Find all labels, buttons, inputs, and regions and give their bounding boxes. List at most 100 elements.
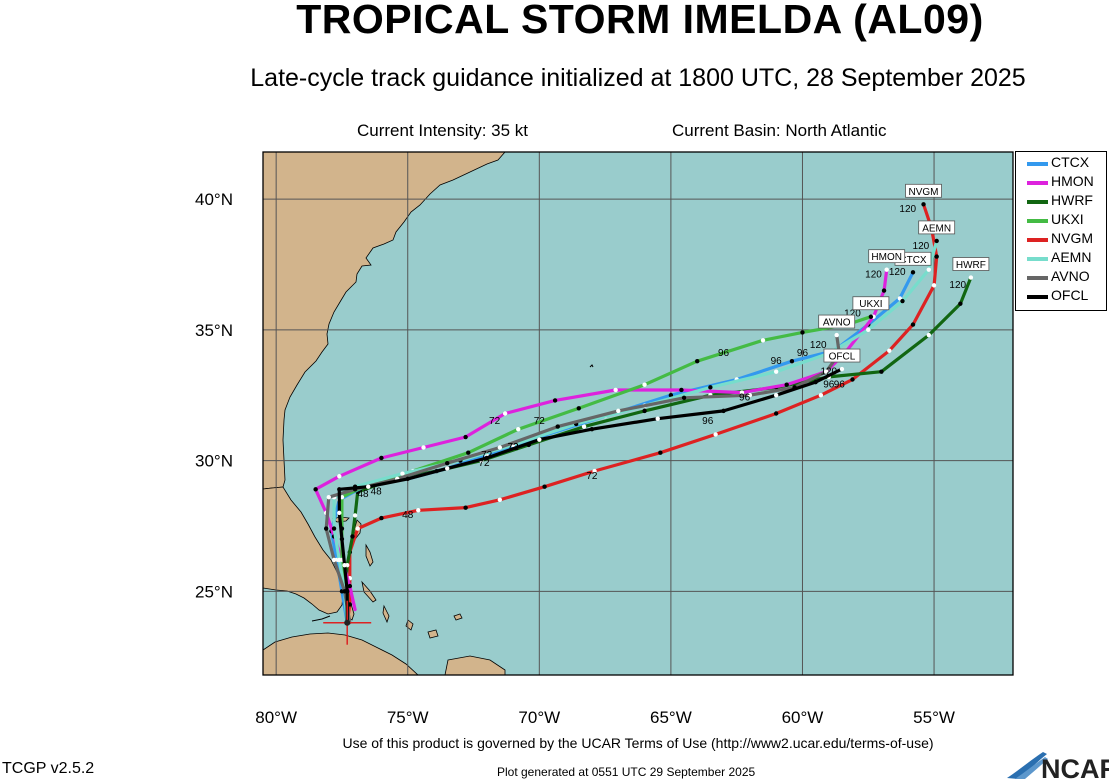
track-line-aemn (332, 239, 939, 625)
track-point (784, 382, 789, 387)
track-point (773, 411, 779, 416)
ncar-logo-swoosh (1015, 757, 1048, 779)
legend-item: OFCL (1016, 287, 1106, 305)
model-end-label-box (905, 183, 942, 198)
track-point (345, 589, 350, 594)
model-end-label-box (868, 249, 906, 264)
track-point (379, 515, 384, 521)
legend-swatch (1027, 219, 1048, 223)
longitude-tick-label: 65°W (650, 708, 692, 727)
track-point (800, 330, 805, 335)
track-point (868, 314, 874, 319)
track-point (350, 534, 355, 539)
legend-label: HWRF (1051, 192, 1093, 208)
model-end-label: AEMN (922, 223, 951, 234)
track-point (850, 377, 855, 382)
track-point (497, 445, 503, 450)
model-end-label: UKXI (859, 299, 882, 310)
track-point (934, 254, 939, 259)
track-point (313, 487, 318, 492)
track-point (655, 416, 660, 421)
track-point (613, 387, 618, 393)
latitude-tick-label: 25°N (195, 582, 233, 601)
forecast-hour-label: 120 (865, 270, 882, 281)
forecast-hour-label: 96 (739, 392, 751, 403)
model-end-label: HWRF (956, 260, 986, 271)
north-america-coast (263, 152, 506, 490)
track-point (879, 369, 884, 374)
forecast-hour-labels: 4872961204872961207296120729612072961201… (357, 204, 966, 521)
track-point (926, 267, 931, 272)
model-end-label: NVGM (909, 187, 939, 198)
forecast-hour-label: 72 (507, 442, 519, 453)
legend-swatch (1027, 200, 1048, 204)
legend-label: AEMN (1051, 249, 1092, 265)
track-point (463, 434, 468, 440)
forecast-hour-label: 96 (771, 356, 783, 367)
track-point (502, 411, 508, 416)
forecast-hour-label: 96 (702, 416, 714, 427)
track-point (352, 513, 358, 518)
legend-swatch (1027, 295, 1048, 299)
axis-tick-labels: 80°W 75°W 70°W 65°W 60°W 55°W 40°N 35°N 30°N 25°N (195, 190, 955, 727)
track-point (834, 332, 839, 338)
longitude-tick-label: 55°W (913, 708, 955, 727)
track-point (484, 455, 489, 461)
track-point (881, 288, 887, 293)
track-point (366, 484, 371, 489)
forecast-hour-label: 72 (478, 458, 490, 469)
track-point (555, 424, 560, 429)
terms-of-use: Use of this product is governed by the U… (342, 735, 934, 751)
track-point (552, 398, 558, 403)
generated-timestamp: Plot generated at 0551 UTC 29 September … (497, 765, 756, 779)
cuba (263, 632, 419, 675)
longitude-tick-label: 70°W (518, 708, 560, 727)
model-end-label-box (818, 314, 856, 329)
forecast-hour-label: 120 (899, 204, 916, 215)
track-point (355, 526, 360, 531)
track-point (721, 408, 726, 414)
legend-item: AEMN (1016, 249, 1106, 267)
forecast-hour-label: 120 (844, 309, 861, 320)
chart-subtitle: Late-cycle track guidance initialized at… (250, 64, 1026, 92)
forecast-hour-label: 96 (718, 348, 730, 359)
longitude-tick-label: 60°W (782, 708, 824, 727)
track-point (342, 562, 347, 568)
track-point (773, 392, 779, 398)
great-inagua (427, 629, 439, 639)
forecast-hour-label: 120 (949, 280, 966, 291)
eleuthera (365, 543, 374, 567)
forecast-hour-label: 48 (357, 489, 369, 500)
track-point (818, 392, 824, 398)
track-point (445, 466, 450, 471)
track-point (337, 510, 342, 516)
legend-label: AVNO (1051, 268, 1090, 284)
track-point (708, 385, 713, 390)
legend-swatch (1027, 257, 1048, 261)
track-point (739, 390, 745, 395)
track-point (416, 508, 421, 513)
track-point (497, 497, 503, 502)
track-point (592, 468, 597, 474)
legend-label: UKXI (1051, 211, 1084, 227)
track-point (331, 526, 337, 531)
track-point (400, 471, 405, 476)
track-point (379, 455, 384, 461)
track-point (681, 395, 687, 401)
exuma (361, 580, 377, 603)
forecast-hour-label: 48 (402, 510, 414, 521)
track-point (668, 392, 674, 398)
chart-title: TROPICAL STORM IMELDA (AL09) (296, 0, 984, 42)
legend-swatch (1027, 181, 1048, 185)
track-point (910, 322, 916, 327)
forecast-hour-label: 120 (889, 267, 906, 278)
track-point (445, 460, 450, 466)
legend-item: HWRF (1016, 192, 1106, 210)
track-point (323, 526, 329, 531)
land-masses (263, 152, 594, 675)
track-point (658, 450, 663, 455)
track-point (760, 338, 766, 343)
longitude-tick-label: 80°W (255, 708, 297, 727)
forecast-hour-label: 48 (371, 487, 383, 498)
